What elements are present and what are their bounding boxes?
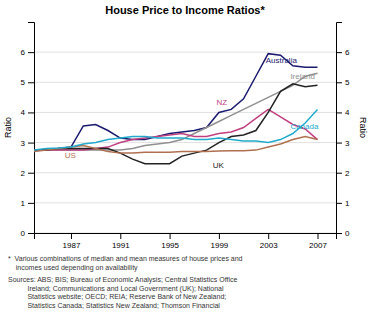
grid-line	[34, 112, 336, 113]
tick-label: 3	[345, 139, 350, 148]
lines	[34, 54, 318, 164]
tick-label: 3	[21, 139, 26, 148]
tick: 1	[21, 199, 34, 208]
tick: 3	[21, 139, 34, 148]
tick-mark	[28, 112, 34, 113]
series-line	[34, 109, 318, 150]
footnote: * Various combinations of median and mea…	[8, 255, 243, 272]
footnote: Sources: ABS; BIS; Bureau of Economic An…	[8, 276, 238, 309]
tick-label: 5	[345, 78, 350, 87]
annotations: Australia Ireland NZ UK US Canada	[65, 56, 319, 171]
tick-mark	[336, 52, 342, 53]
footnote-line: Ireland; Communications and Local Govern…	[8, 285, 224, 293]
y2-axis-title: Ratio	[358, 117, 368, 138]
tick: 1999	[210, 233, 228, 250]
footnote-line: Statistics website; OECD; REIA; Reserve …	[8, 293, 226, 300]
footnote-line: incomes used depending on availability	[8, 264, 138, 272]
tick: 0	[336, 229, 350, 238]
x-axis: 1987 1991 1995 1999 2003 2007	[35, 233, 337, 250]
tick-mark	[336, 143, 342, 144]
y-axis: 0 1 2 3 4 5 6	[21, 23, 35, 239]
tick: 5	[21, 78, 34, 87]
axis-line	[337, 23, 343, 234]
tick-mark	[28, 173, 34, 174]
tick-mark	[318, 233, 319, 239]
tick-label: 2	[345, 169, 350, 178]
tick: 4	[336, 108, 350, 117]
tick-mark	[170, 233, 171, 239]
tick-mark	[336, 203, 342, 204]
axis-line	[28, 23, 35, 234]
tick: 4	[21, 108, 34, 117]
plot: 1987 1991 1995 1999 2003 2007 0 1 2 3 4 5 6 0 1 2 3 4 5 6 Au…	[21, 23, 350, 250]
tick-label: 2007	[309, 241, 327, 250]
tick-mark	[28, 143, 34, 144]
tick-label: 4	[21, 108, 26, 117]
series-label: Australia	[266, 56, 298, 65]
tick: 3	[336, 139, 350, 148]
series-line	[34, 73, 318, 150]
series-line	[34, 84, 318, 164]
tick-label: 6	[345, 48, 350, 57]
y2-axis: 0 1 2 3 4 5 6	[336, 23, 350, 239]
tick: 2	[21, 169, 34, 178]
grid-line	[34, 142, 336, 143]
chart: 1987 1991 1995 1999 2003 2007 0 1 2 3 4 5 6 0 1 2 3 4 5 6 Au…	[0, 0, 370, 329]
tick-label: 0	[21, 229, 26, 238]
footnote-line: Statistics Canada; Statistics New Zealan…	[8, 302, 220, 309]
title: House Price to Income Ratios*	[105, 4, 265, 16]
tick: 1	[336, 199, 350, 208]
tick-mark	[268, 233, 269, 239]
tick-label: 1	[21, 199, 26, 208]
tick-mark	[28, 203, 34, 204]
tick: 1991	[112, 233, 130, 250]
tick-label: 2	[21, 169, 26, 178]
tick: 2	[336, 169, 350, 178]
series-label: Canada	[290, 122, 319, 131]
tick-label: 1991	[112, 241, 130, 250]
tick: 1995	[161, 233, 179, 250]
tick-mark	[336, 82, 342, 83]
series-line	[34, 109, 318, 150]
tick-label: 0	[345, 229, 350, 238]
tick-mark	[120, 233, 121, 239]
grid-line	[34, 52, 336, 53]
tick-label: 1987	[63, 241, 81, 250]
series-label: UK	[213, 161, 225, 170]
footnote-line: Sources: ABS; BIS; Bureau of Economic An…	[8, 276, 238, 284]
tick-mark	[71, 233, 72, 239]
tick-label: 6	[21, 48, 26, 57]
grid	[34, 52, 336, 233]
series-label: Ireland	[290, 72, 314, 81]
axis-line	[35, 234, 337, 240]
tick-label: 4	[345, 108, 350, 117]
grid-line	[34, 82, 336, 83]
grid-line	[34, 172, 336, 173]
tick-label: 2003	[260, 241, 278, 250]
grid-line	[34, 202, 336, 203]
tick: 6	[336, 48, 350, 57]
series-label: US	[65, 151, 76, 160]
tick: 2003	[260, 233, 278, 250]
tick-mark	[28, 233, 34, 234]
series-label: NZ	[216, 98, 227, 107]
tick-mark	[28, 82, 34, 83]
tick-mark	[336, 233, 342, 234]
footnote-line: * Various combinations of median and mea…	[8, 255, 243, 263]
tick-label: 5	[21, 78, 26, 87]
tick-label: 1	[345, 199, 350, 208]
tick: 0	[21, 229, 34, 238]
tick-label: 1999	[210, 241, 228, 250]
y-axis-title: Ratio	[3, 117, 13, 138]
tick-mark	[28, 52, 34, 53]
tick-mark	[336, 112, 342, 113]
tick: 5	[336, 78, 350, 87]
tick-mark	[336, 173, 342, 174]
series-line	[34, 137, 318, 154]
tick-label: 1995	[161, 241, 179, 250]
tick: 1987	[63, 233, 81, 250]
tick: 2007	[309, 233, 327, 250]
tick: 6	[21, 48, 34, 57]
tick-mark	[219, 233, 220, 239]
